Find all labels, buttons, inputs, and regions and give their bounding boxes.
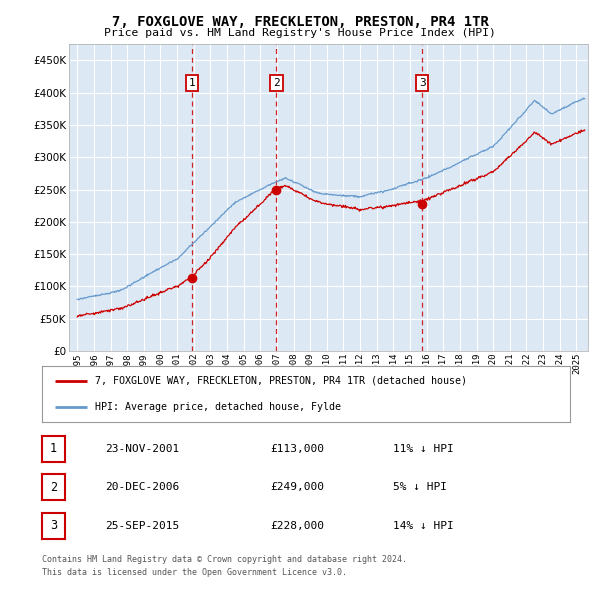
- Text: 25-SEP-2015: 25-SEP-2015: [105, 521, 179, 530]
- Text: HPI: Average price, detached house, Fylde: HPI: Average price, detached house, Fyld…: [95, 402, 341, 412]
- Text: 2: 2: [50, 481, 57, 494]
- Text: 3: 3: [419, 78, 425, 88]
- Text: 7, FOXGLOVE WAY, FRECKLETON, PRESTON, PR4 1TR (detached house): 7, FOXGLOVE WAY, FRECKLETON, PRESTON, PR…: [95, 376, 467, 386]
- Text: £228,000: £228,000: [270, 521, 324, 530]
- Text: 7, FOXGLOVE WAY, FRECKLETON, PRESTON, PR4 1TR: 7, FOXGLOVE WAY, FRECKLETON, PRESTON, PR…: [112, 15, 488, 30]
- Text: 5% ↓ HPI: 5% ↓ HPI: [393, 483, 447, 492]
- Text: 3: 3: [50, 519, 57, 532]
- Text: Contains HM Land Registry data © Crown copyright and database right 2024.: Contains HM Land Registry data © Crown c…: [42, 555, 407, 563]
- Text: 14% ↓ HPI: 14% ↓ HPI: [393, 521, 454, 530]
- Text: 1: 1: [189, 78, 196, 88]
- Text: 1: 1: [50, 442, 57, 455]
- Text: £249,000: £249,000: [270, 483, 324, 492]
- Text: 23-NOV-2001: 23-NOV-2001: [105, 444, 179, 454]
- Text: Price paid vs. HM Land Registry's House Price Index (HPI): Price paid vs. HM Land Registry's House …: [104, 28, 496, 38]
- Text: £113,000: £113,000: [270, 444, 324, 454]
- Text: 2: 2: [273, 78, 280, 88]
- Text: This data is licensed under the Open Government Licence v3.0.: This data is licensed under the Open Gov…: [42, 568, 347, 576]
- Text: 11% ↓ HPI: 11% ↓ HPI: [393, 444, 454, 454]
- Text: 20-DEC-2006: 20-DEC-2006: [105, 483, 179, 492]
